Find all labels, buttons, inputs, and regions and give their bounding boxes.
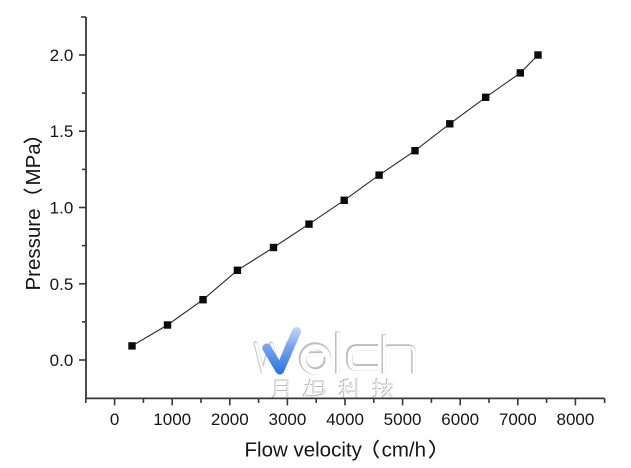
svg-text:2.0: 2.0 <box>50 46 74 65</box>
svg-text:3000: 3000 <box>268 410 306 429</box>
svg-text:7000: 7000 <box>499 410 537 429</box>
svg-text:0: 0 <box>110 410 119 429</box>
svg-text:1000: 1000 <box>153 410 191 429</box>
svg-text:8000: 8000 <box>556 410 594 429</box>
svg-text:6000: 6000 <box>441 410 479 429</box>
svg-text:0.5: 0.5 <box>50 275 74 294</box>
svg-text:cm/h: cm/h <box>382 439 426 462</box>
svg-text:4000: 4000 <box>326 410 364 429</box>
svg-text:2000: 2000 <box>211 410 249 429</box>
svg-text:1.5: 1.5 <box>50 122 74 141</box>
svg-text:0.0: 0.0 <box>50 351 74 370</box>
svg-text:1.0: 1.0 <box>50 199 74 218</box>
svg-text:Pressure: Pressure <box>22 208 45 290</box>
svg-text:MPa: MPa <box>22 143 45 186</box>
svg-text:Flow velocity: Flow velocity <box>245 439 363 462</box>
svg-text:5000: 5000 <box>384 410 422 429</box>
